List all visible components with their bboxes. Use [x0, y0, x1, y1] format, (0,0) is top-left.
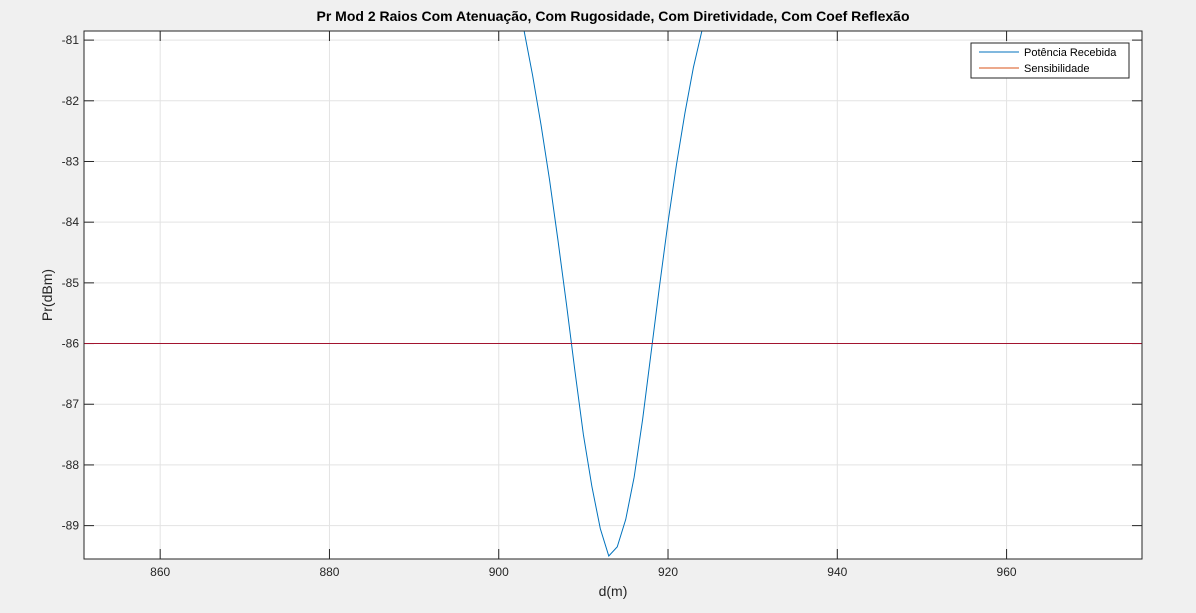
y-tick-label: -83 — [62, 154, 80, 168]
series-lines — [84, 31, 1142, 557]
x-tick-label: 920 — [658, 565, 678, 579]
y-tick-label: -87 — [62, 397, 80, 411]
y-tick-label: -86 — [62, 337, 80, 351]
y-tick-label: -84 — [62, 215, 80, 229]
plot-area — [84, 31, 1142, 559]
y-tick-label: -88 — [62, 458, 80, 472]
y-tick-label: -89 — [62, 519, 80, 533]
axes-box — [83, 30, 1143, 560]
y-axis-label: Pr(dBm) — [39, 269, 55, 321]
y-tick-label: -82 — [62, 94, 80, 108]
ticks: 860 880 900 920 940 960 -81 -82 -83 -84 -85 -86 -87 -… — [62, 31, 1142, 579]
legend-label-sensibilidade: Sensibilidade — [1024, 63, 1089, 75]
x-axis-label: d(m) — [599, 583, 628, 599]
legend: Potência Recebida Sensibilidade — [970, 42, 1130, 79]
x-tick-label: 900 — [489, 565, 509, 579]
chart-title: Pr Mod 2 Raios Com Atenuação, Com Rugosi… — [316, 8, 909, 24]
y-tick-label: -85 — [62, 276, 80, 290]
series-line-potencia-recebida — [523, 31, 703, 557]
y-tick-label: -81 — [62, 33, 80, 47]
x-tick-label: 860 — [150, 565, 170, 579]
legend-label-potencia-recebida: Potência Recebida — [1024, 47, 1117, 59]
x-tick-label: 880 — [319, 565, 339, 579]
legend-box — [970, 42, 1130, 79]
x-tick-label: 960 — [997, 565, 1017, 579]
x-tick-label: 940 — [827, 565, 847, 579]
